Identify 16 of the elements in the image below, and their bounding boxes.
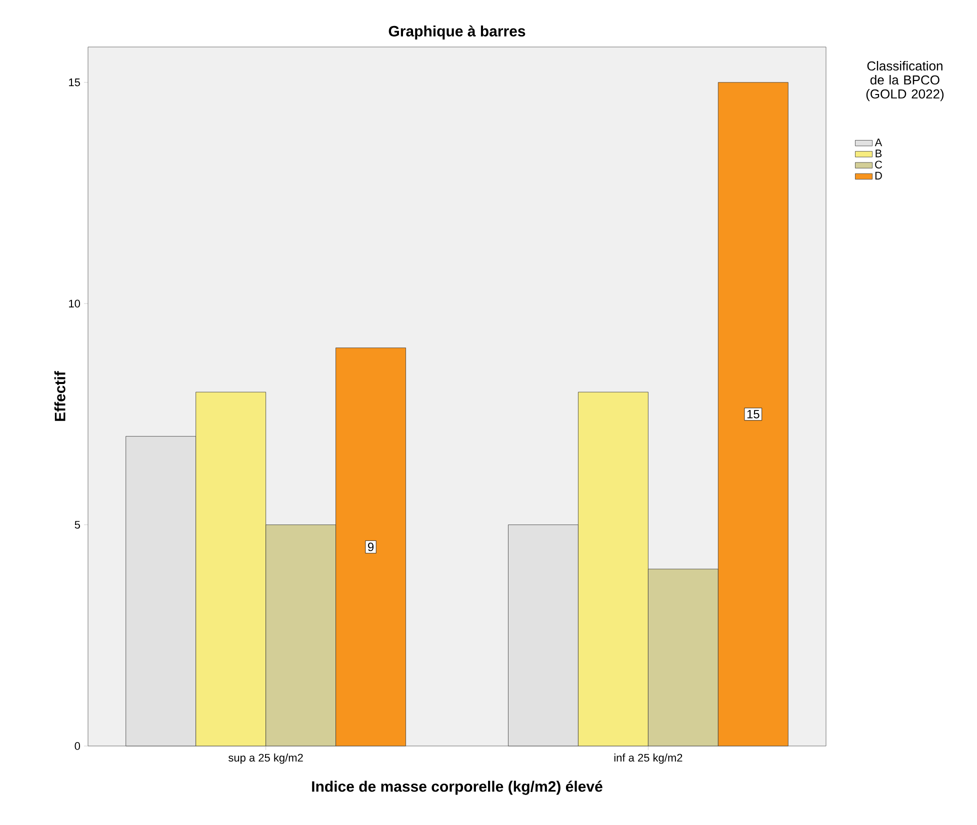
legend-label: A bbox=[874, 138, 882, 146]
x-tick-label: sup a 25 kg/m2 bbox=[228, 754, 303, 764]
y-tick-label: 0 bbox=[74, 742, 80, 750]
legend-label: C bbox=[875, 160, 882, 168]
x-tick-label: inf a 25 kg/m2 bbox=[614, 754, 682, 764]
data-label: 15 bbox=[747, 410, 760, 418]
chart-title: Graphique à barres bbox=[388, 25, 526, 40]
legend-label: D bbox=[875, 172, 882, 180]
y-tick-label: 5 bbox=[74, 520, 80, 529]
y-tick-label: 10 bbox=[69, 300, 80, 308]
legend-label: B bbox=[876, 150, 882, 158]
y-tick-label: 15 bbox=[69, 78, 80, 86]
data-label: 9 bbox=[368, 542, 374, 552]
legend-title: Classification de la BPCO (GOLD 2022) bbox=[866, 61, 944, 102]
y-axis-title: Effectif bbox=[54, 371, 66, 421]
x-axis-title: Indice de masse corporelle (kg/m2) élevé bbox=[312, 780, 602, 795]
